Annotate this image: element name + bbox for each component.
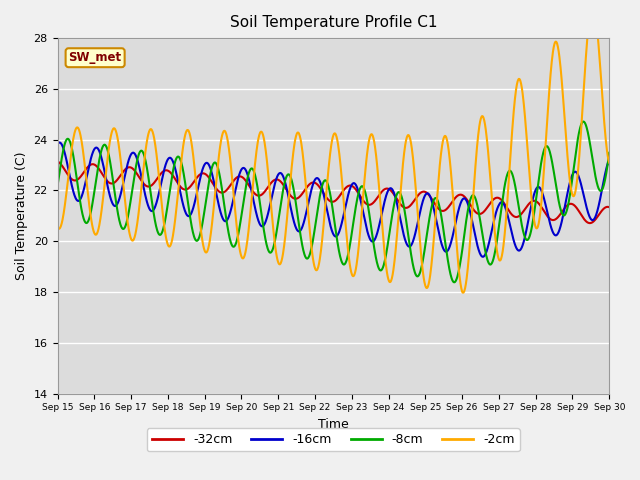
-32cm (238, 174, 246, 180)
-16cm (492, 211, 500, 216)
-8cm (163, 208, 171, 214)
-2cm (589, 1, 596, 7)
-2cm (54, 224, 61, 230)
-2cm (238, 255, 246, 261)
-32cm (491, 195, 499, 201)
-16cm (419, 197, 427, 203)
-2cm (460, 290, 467, 296)
-8cm (580, 119, 588, 124)
-2cm (540, 165, 548, 171)
-2cm (177, 168, 184, 174)
-8cm (540, 147, 548, 153)
Line: -2cm: -2cm (58, 4, 609, 293)
Line: -16cm: -16cm (58, 143, 609, 257)
-8cm (238, 209, 246, 215)
-16cm (479, 254, 486, 260)
-32cm (177, 184, 184, 190)
-32cm (54, 158, 61, 164)
Legend: -32cm, -16cm, -8cm, -2cm: -32cm, -16cm, -8cm, -2cm (147, 428, 520, 451)
-8cm (492, 247, 499, 253)
-32cm (419, 189, 427, 194)
-16cm (605, 156, 613, 162)
X-axis label: Time: Time (318, 418, 349, 431)
-32cm (163, 168, 171, 173)
-8cm (177, 156, 184, 162)
-32cm (586, 220, 593, 226)
-8cm (605, 150, 613, 156)
-2cm (605, 160, 613, 166)
-8cm (451, 279, 458, 285)
-16cm (239, 166, 246, 171)
-16cm (54, 141, 61, 147)
Line: -8cm: -8cm (58, 121, 609, 282)
Line: -32cm: -32cm (58, 161, 609, 223)
-2cm (419, 269, 427, 275)
-16cm (163, 158, 171, 164)
-32cm (540, 208, 548, 214)
-8cm (419, 257, 427, 263)
-2cm (163, 239, 171, 244)
-16cm (56, 140, 63, 145)
Text: SW_met: SW_met (68, 51, 122, 64)
-8cm (54, 183, 61, 189)
-32cm (605, 204, 613, 210)
Y-axis label: Soil Temperature (C): Soil Temperature (C) (15, 152, 28, 280)
-16cm (541, 197, 548, 203)
-16cm (177, 191, 184, 196)
-2cm (492, 235, 499, 241)
Title: Soil Temperature Profile C1: Soil Temperature Profile C1 (230, 15, 437, 30)
